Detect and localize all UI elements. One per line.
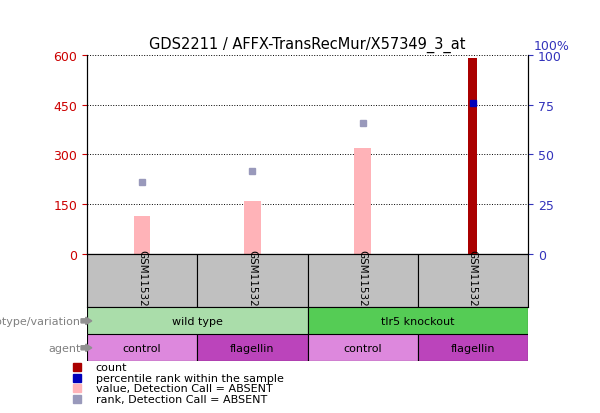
Bar bbox=[87, 335, 197, 361]
Text: GSM115322: GSM115322 bbox=[358, 249, 368, 313]
Text: percentile rank within the sample: percentile rank within the sample bbox=[95, 373, 283, 382]
Text: agent: agent bbox=[48, 343, 80, 353]
Bar bbox=[355, 148, 371, 254]
Text: control: control bbox=[123, 343, 161, 353]
Bar bbox=[308, 308, 528, 335]
Bar bbox=[308, 254, 418, 308]
Bar bbox=[87, 308, 308, 335]
Bar bbox=[197, 254, 308, 308]
Bar bbox=[469, 59, 477, 254]
Text: rank, Detection Call = ABSENT: rank, Detection Call = ABSENT bbox=[95, 394, 267, 404]
Bar bbox=[418, 254, 528, 308]
Text: value, Detection Call = ABSENT: value, Detection Call = ABSENT bbox=[95, 384, 272, 394]
Text: control: control bbox=[343, 343, 382, 353]
Bar bbox=[197, 335, 308, 361]
Text: wild type: wild type bbox=[172, 316, 223, 326]
Bar bbox=[244, 201, 260, 254]
Bar bbox=[134, 216, 151, 254]
Bar bbox=[87, 254, 197, 308]
Text: genotype/variation: genotype/variation bbox=[0, 316, 80, 326]
Text: GSM115324: GSM115324 bbox=[468, 249, 478, 313]
Text: GSM115320: GSM115320 bbox=[247, 249, 257, 312]
Text: GSM115321: GSM115321 bbox=[137, 249, 147, 313]
Text: 100%: 100% bbox=[533, 40, 569, 53]
Bar bbox=[418, 335, 528, 361]
Text: flagellin: flagellin bbox=[230, 343, 275, 353]
Text: count: count bbox=[95, 362, 127, 372]
Text: tlr5 knockout: tlr5 knockout bbox=[381, 316, 455, 326]
Bar bbox=[308, 335, 418, 361]
Text: flagellin: flagellin bbox=[451, 343, 495, 353]
Title: GDS2211 / AFFX-TransRecMur/X57349_3_at: GDS2211 / AFFX-TransRecMur/X57349_3_at bbox=[149, 37, 466, 53]
